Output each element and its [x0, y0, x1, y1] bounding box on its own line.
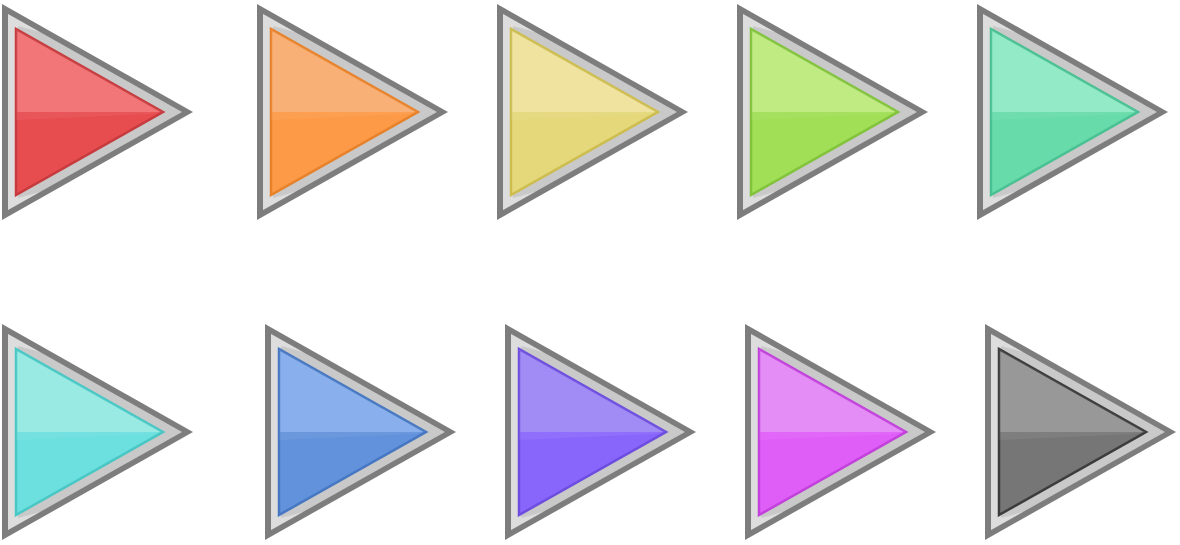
play-button-gray[interactable] [983, 322, 1179, 542]
play-button-yellow[interactable] [495, 2, 691, 222]
triangle-face [14, 346, 166, 518]
play-button-red[interactable] [0, 2, 196, 222]
play-triangle-icon [737, 4, 928, 220]
triangle-face [989, 26, 1141, 198]
play-triangle-icon [985, 324, 1176, 540]
play-button-violet[interactable] [503, 322, 699, 542]
play-button-blue[interactable] [263, 322, 459, 542]
play-triangle-icon [505, 324, 696, 540]
play-button-lime[interactable] [735, 2, 931, 222]
triangle-face [509, 26, 661, 198]
triangle-face [517, 346, 669, 518]
play-button-cyan[interactable] [0, 322, 196, 542]
triangle-face [269, 26, 421, 198]
triangle-face [757, 346, 909, 518]
play-triangle-icon [2, 4, 193, 220]
play-triangle-icon [497, 4, 688, 220]
triangle-face [997, 346, 1149, 518]
play-button-orange[interactable] [255, 2, 451, 222]
play-triangle-icon [257, 4, 448, 220]
triangle-face [277, 346, 429, 518]
play-triangle-icon [2, 324, 193, 540]
triangle-face [14, 26, 166, 198]
play-triangle-icon [745, 324, 936, 540]
play-triangle-icon [265, 324, 456, 540]
play-button-magenta[interactable] [743, 322, 939, 542]
play-button-mint[interactable] [975, 2, 1171, 222]
triangle-face [749, 26, 901, 198]
play-triangle-icon [977, 4, 1168, 220]
